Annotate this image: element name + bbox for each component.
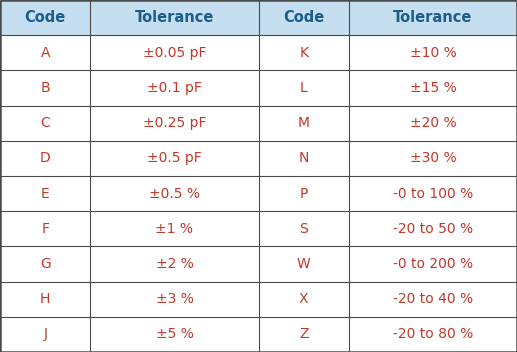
Text: ±3 %: ±3 % bbox=[156, 292, 193, 306]
Text: J: J bbox=[43, 327, 47, 341]
Text: -20 to 40 %: -20 to 40 % bbox=[393, 292, 473, 306]
Bar bbox=[0, 317, 517, 352]
Text: ±15 %: ±15 % bbox=[409, 81, 457, 95]
Text: K: K bbox=[299, 46, 308, 60]
Text: W: W bbox=[297, 257, 311, 271]
Text: Tolerance: Tolerance bbox=[135, 10, 214, 25]
Bar bbox=[0, 282, 517, 317]
Text: ±1 %: ±1 % bbox=[156, 222, 193, 236]
Text: Code: Code bbox=[25, 10, 66, 25]
Text: -0 to 200 %: -0 to 200 % bbox=[393, 257, 473, 271]
Text: ±0.05 pF: ±0.05 pF bbox=[143, 46, 206, 60]
Bar bbox=[0, 0, 517, 35]
Text: X: X bbox=[299, 292, 309, 306]
Bar bbox=[0, 141, 517, 176]
Text: -0 to 100 %: -0 to 100 % bbox=[393, 187, 473, 201]
Text: ±30 %: ±30 % bbox=[409, 151, 457, 165]
Text: A: A bbox=[40, 46, 50, 60]
Text: S: S bbox=[299, 222, 308, 236]
Text: Code: Code bbox=[283, 10, 324, 25]
Text: Tolerance: Tolerance bbox=[393, 10, 473, 25]
Bar bbox=[0, 176, 517, 211]
Text: ±5 %: ±5 % bbox=[156, 327, 193, 341]
Text: -20 to 80 %: -20 to 80 % bbox=[393, 327, 473, 341]
Text: D: D bbox=[40, 151, 51, 165]
Bar bbox=[0, 106, 517, 141]
Text: E: E bbox=[41, 187, 50, 201]
Bar bbox=[0, 211, 517, 246]
Text: ±0.1 pF: ±0.1 pF bbox=[147, 81, 202, 95]
Text: ±2 %: ±2 % bbox=[156, 257, 193, 271]
Text: -20 to 50 %: -20 to 50 % bbox=[393, 222, 473, 236]
Bar bbox=[0, 246, 517, 282]
Text: H: H bbox=[40, 292, 51, 306]
Text: C: C bbox=[40, 116, 50, 130]
Text: ±20 %: ±20 % bbox=[409, 116, 457, 130]
Bar bbox=[0, 35, 517, 70]
Text: P: P bbox=[299, 187, 308, 201]
Text: ±0.5 %: ±0.5 % bbox=[149, 187, 200, 201]
Text: L: L bbox=[300, 81, 308, 95]
Text: ±10 %: ±10 % bbox=[409, 46, 457, 60]
Text: M: M bbox=[298, 116, 310, 130]
Bar bbox=[0, 70, 517, 106]
Text: B: B bbox=[40, 81, 50, 95]
Text: ±0.5 pF: ±0.5 pF bbox=[147, 151, 202, 165]
Text: ±0.25 pF: ±0.25 pF bbox=[143, 116, 206, 130]
Text: N: N bbox=[298, 151, 309, 165]
Text: G: G bbox=[40, 257, 51, 271]
Text: Z: Z bbox=[299, 327, 309, 341]
Text: F: F bbox=[41, 222, 49, 236]
